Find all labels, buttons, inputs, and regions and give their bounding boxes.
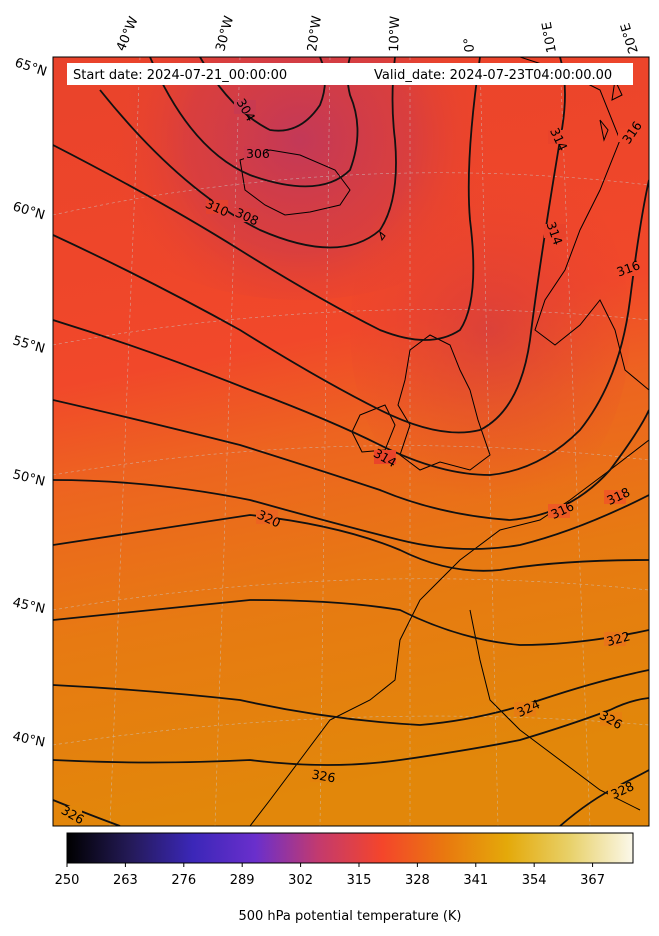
contour-labels: 304 306 308 310 314 314 314 316 316 316 … (59, 96, 645, 826)
valid-date-label: Valid_date: 2024-07-23T04:00:00.00 (374, 68, 612, 83)
contour-314 (53, 179, 649, 476)
lon-label-40w: 40°W (114, 15, 142, 54)
contour-324 (53, 669, 649, 726)
graticule (53, 57, 649, 826)
start-date-label: Start date: 2024-07-21_00:00:00 (73, 68, 287, 83)
colorbar-tick-label: 315 (347, 873, 372, 888)
mediterranean-coast (469, 609, 641, 811)
lon-label-30w: 30°W (213, 14, 237, 53)
lon-label-20w: 20°W (305, 15, 325, 53)
iceland-coast (239, 149, 351, 216)
contour-326b (53, 799, 121, 826)
colorbar-tick-label: 328 (405, 873, 430, 888)
lat-label-40n: 40°N (11, 729, 46, 750)
lon-label-20e: 20°E (618, 21, 641, 55)
colorbar-tick-label: 302 (288, 873, 313, 888)
colorbar-tick-label: 367 (580, 873, 605, 888)
contour-label: 326 (311, 767, 337, 786)
header-box (67, 63, 633, 85)
lat-label-45n: 45°N (11, 595, 46, 617)
colorbar-tick-label: 354 (522, 873, 547, 888)
contour-label: 322 (605, 628, 632, 649)
colorbar-tick-label: 263 (113, 873, 138, 888)
lat-label-60n: 60°N (11, 199, 47, 223)
contour-316 (53, 399, 649, 521)
lat-label-65n: 65°N (13, 56, 49, 80)
colorbar-tick-label: 289 (230, 873, 255, 888)
lon-label-10e: 10°E (540, 21, 560, 54)
contour-312 (53, 57, 566, 434)
lat-label-50n: 50°N (11, 467, 46, 489)
contour-320 (53, 514, 649, 572)
lon-label-0: 0° (462, 37, 478, 53)
great-britain-coast (397, 334, 491, 471)
latitude-labels: 65°N 60°N 55°N 50°N 45°N 40°N (11, 56, 49, 751)
faroe-islands (379, 230, 386, 242)
colorbar: 250 263 276 289 302 315 328 341 354 367 500 hPa p… (55, 832, 634, 924)
contour-label: 306 (246, 146, 270, 161)
colorbar-ticks: 250 263 276 289 302 315 328 341 354 367 (55, 863, 605, 888)
norway-islands (599, 78, 623, 142)
colorbar-bar (66, 832, 634, 864)
contour-326a (53, 697, 649, 766)
contour-322 (53, 599, 649, 646)
colorbar-label: 500 hPa potential temperature (K) (238, 909, 461, 924)
contour-306 (149, 57, 359, 188)
colorbar-tick-label: 276 (171, 873, 196, 888)
map-panel[interactable]: 304 306 308 310 314 314 314 316 316 316 … (53, 0, 649, 827)
colorbar-tick-label: 250 (55, 873, 80, 888)
contour-310 (53, 57, 481, 341)
lon-label-10w: 10°W (387, 16, 403, 53)
map-frame (52, 56, 650, 827)
scandinavia-coast (519, 57, 649, 391)
contour-318 (53, 479, 649, 550)
lat-label-55n: 55°N (11, 333, 47, 356)
coastlines (239, 57, 649, 826)
longitude-labels: 40°W 30°W 20°W 10°W 0° 10°E 20°E (114, 14, 642, 55)
colorbar-tick-label: 341 (463, 873, 488, 888)
contour-308 (99, 57, 397, 249)
